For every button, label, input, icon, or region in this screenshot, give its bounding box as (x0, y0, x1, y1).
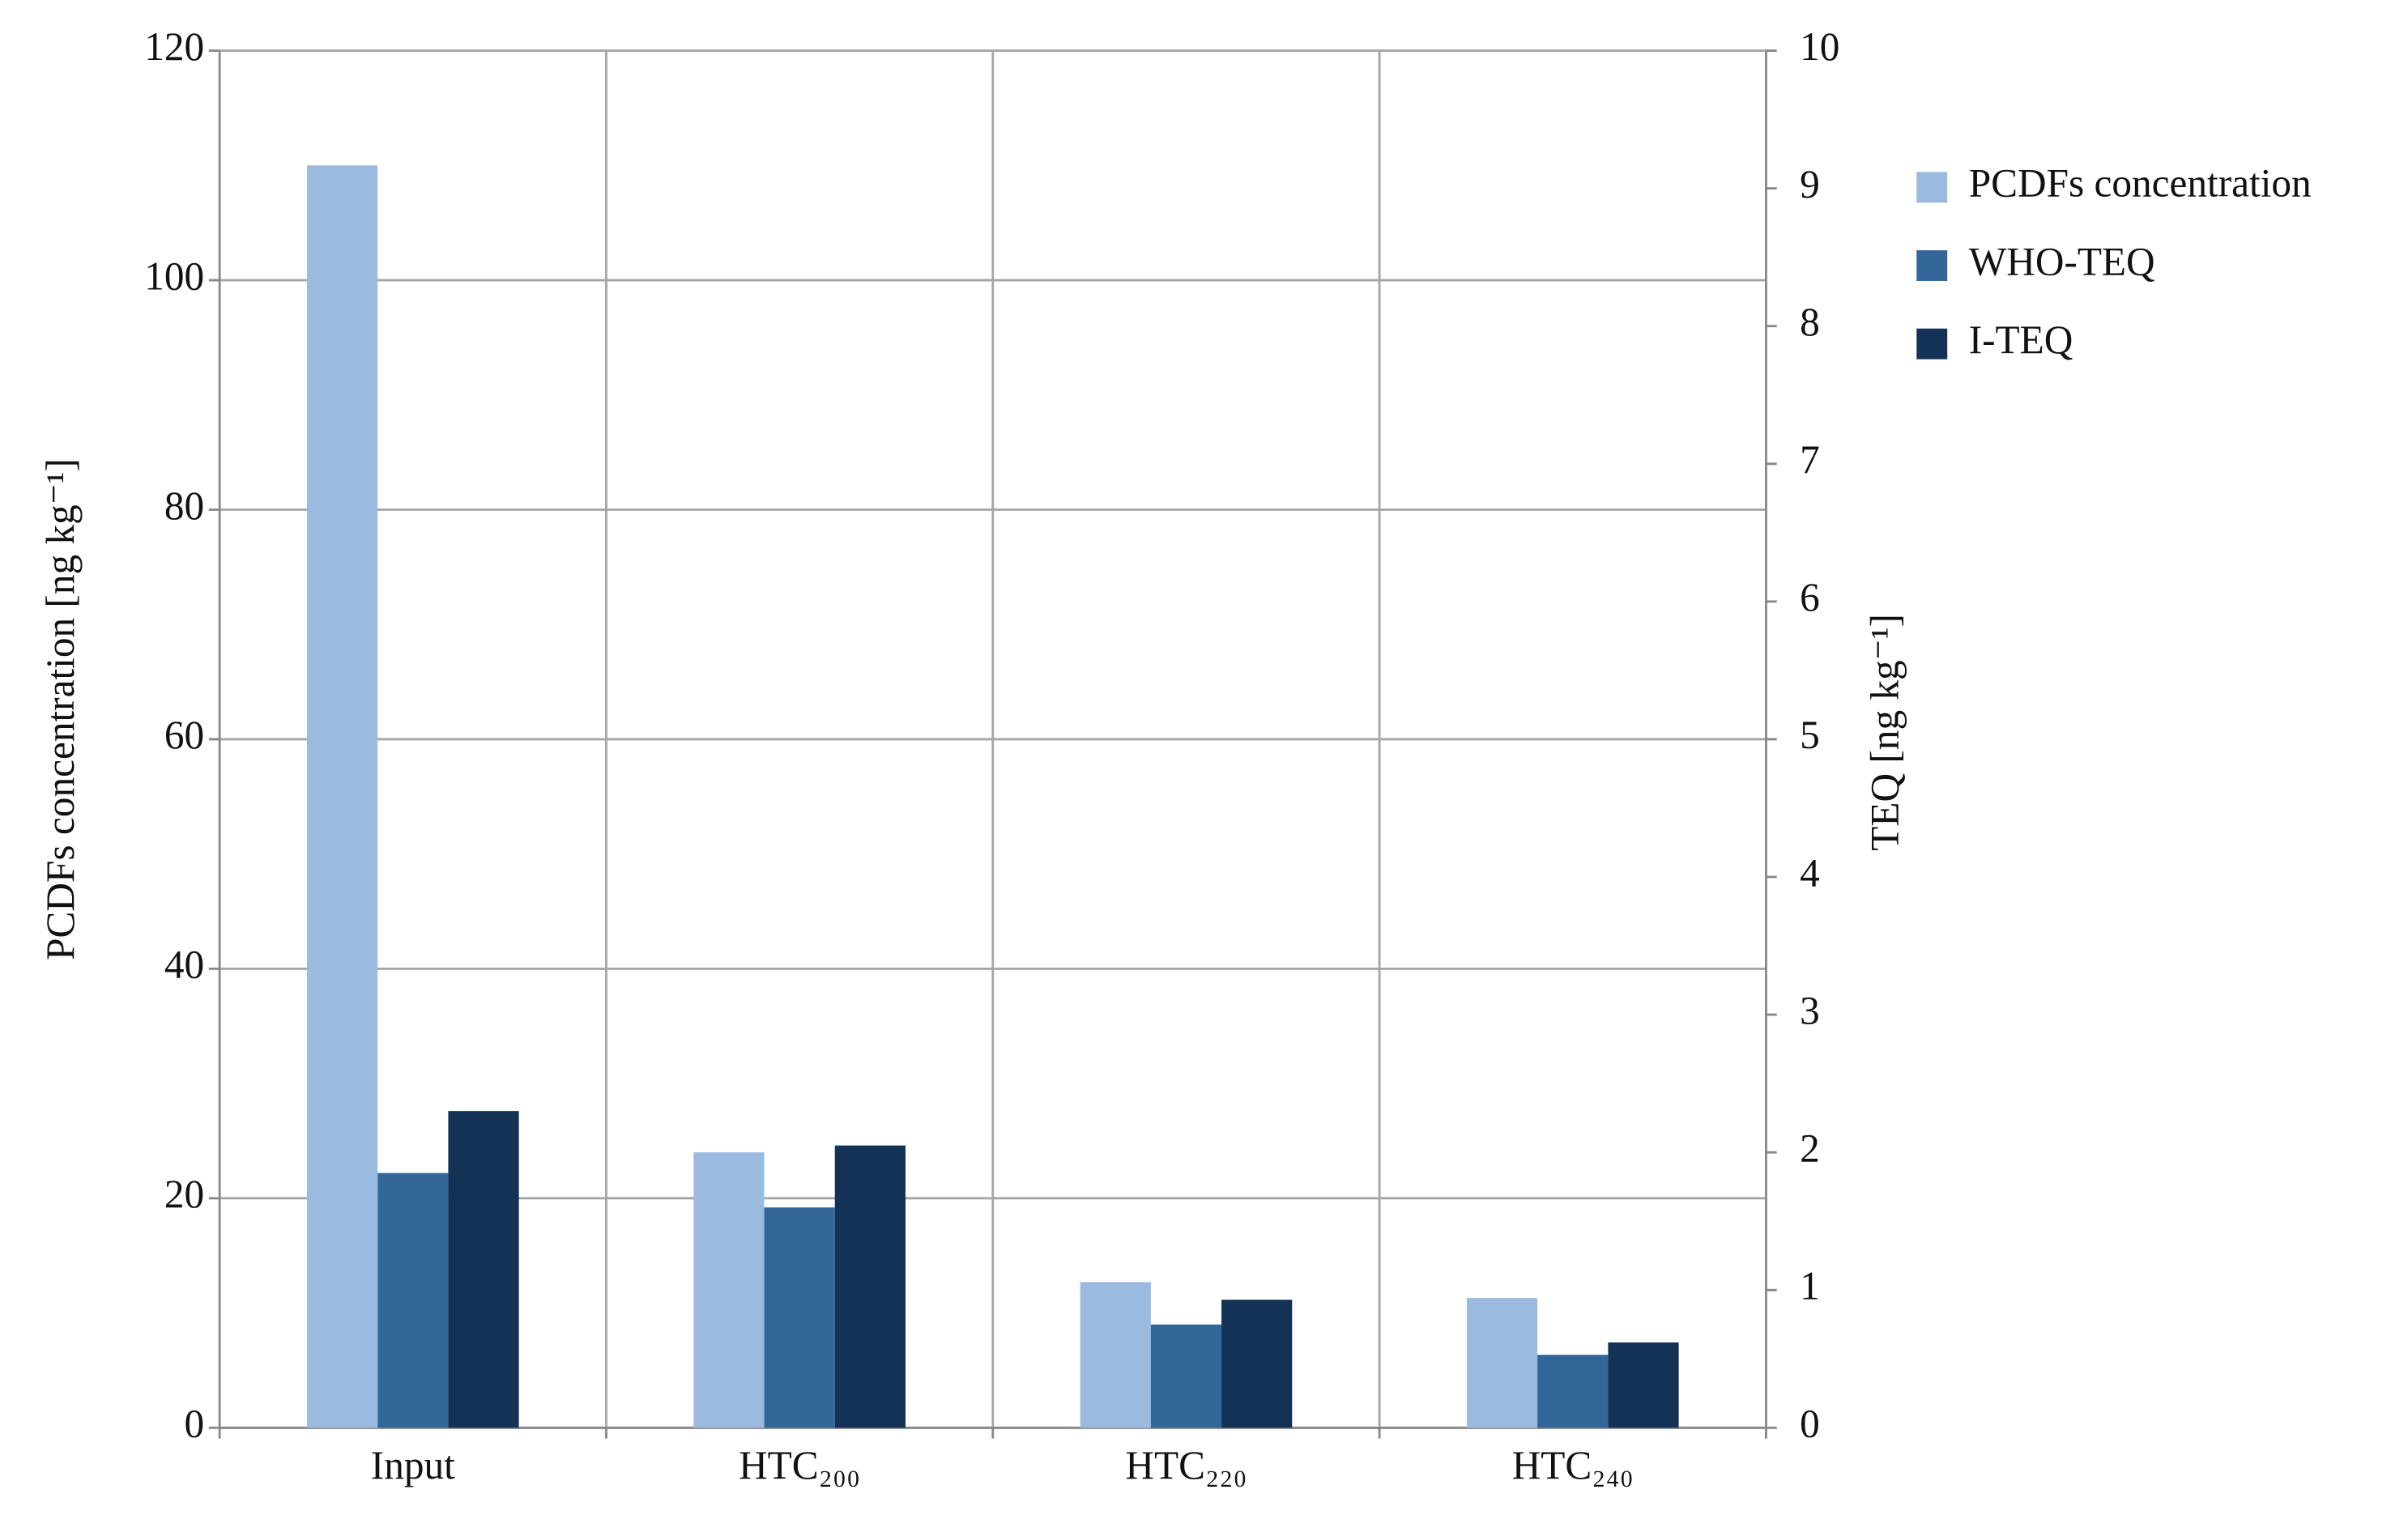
legend-label: PCDFs concentration (1969, 161, 2312, 206)
bar (1150, 1324, 1222, 1428)
x-tick-label: HTC₂₄₀ (1512, 1443, 1634, 1487)
legend-swatch (1916, 328, 1948, 360)
x-tick-label: Input (371, 1443, 455, 1487)
y2-tick-label: 9 (1800, 162, 1820, 206)
bar (448, 1111, 519, 1428)
y2-tick-label: 2 (1800, 1126, 1820, 1170)
x-tick-label: HTC₂₀₀ (739, 1443, 860, 1487)
y2-axis-title: TEQ [ng kg⁻¹] (1862, 614, 1907, 851)
y-tick-label: 40 (164, 943, 204, 987)
bar (834, 1145, 906, 1428)
y-axis-title: PCDFs concentration [ng kg⁻¹] (38, 458, 83, 960)
bar (764, 1207, 835, 1428)
bar (1080, 1282, 1151, 1428)
y2-tick-label: 4 (1800, 850, 1820, 895)
bar (693, 1152, 765, 1428)
bar (1221, 1300, 1293, 1428)
bar (306, 165, 378, 1428)
y-tick-label: 120 (144, 24, 204, 69)
legend-swatch (1916, 172, 1948, 203)
legend-label: I-TEQ (1969, 317, 2073, 362)
legend-label: WHO-TEQ (1969, 239, 2155, 283)
y2-tick-label: 7 (1800, 437, 1820, 482)
y2-tick-label: 1 (1800, 1264, 1820, 1309)
y-tick-label: 0 (185, 1402, 205, 1446)
bar (1466, 1298, 1538, 1428)
bar (377, 1172, 449, 1428)
legend-swatch (1916, 250, 1948, 281)
y2-tick-label: 5 (1800, 713, 1820, 757)
y-tick-label: 20 (164, 1172, 204, 1216)
x-tick-label: HTC₂₂₀ (1125, 1443, 1247, 1487)
y2-tick-label: 8 (1800, 300, 1820, 344)
y2-tick-label: 0 (1800, 1402, 1820, 1446)
y-tick-label: 100 (144, 253, 204, 298)
y-tick-label: 60 (164, 713, 204, 757)
bar (1537, 1355, 1609, 1428)
y-tick-label: 80 (164, 483, 204, 528)
y2-tick-label: 3 (1800, 988, 1820, 1032)
y2-tick-label: 6 (1800, 575, 1820, 619)
y2-tick-label: 10 (1800, 24, 1839, 69)
bar (1608, 1342, 1679, 1428)
